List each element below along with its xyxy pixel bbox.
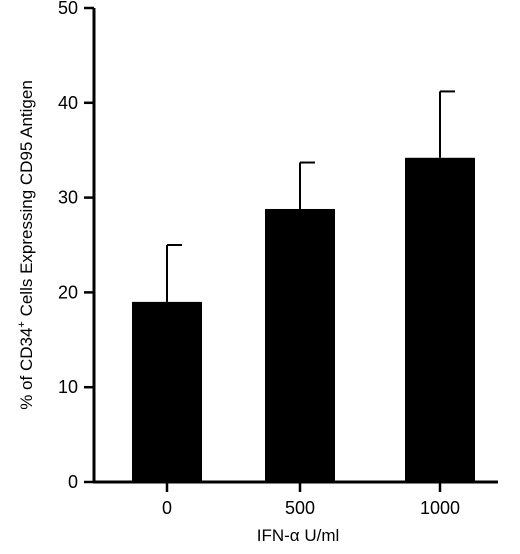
svg-text:% of CD34+ Cells Expressing CD: % of CD34+ Cells Expressing CD95 Antigen <box>16 80 36 410</box>
bar <box>265 208 335 482</box>
y-tick-label: 40 <box>58 93 78 113</box>
y-tick-label: 0 <box>68 472 78 492</box>
y-tick-label: 50 <box>58 0 78 18</box>
x-tick-label: 500 <box>285 498 315 518</box>
x-tick-label: 1000 <box>420 498 460 518</box>
x-tick-label: 0 <box>162 498 172 518</box>
x-axis-title: IFN-α U/ml <box>257 526 340 545</box>
y-tick-label: 30 <box>58 188 78 208</box>
bar <box>132 301 202 482</box>
y-tick-label: 10 <box>58 377 78 397</box>
y-tick-label: 20 <box>58 282 78 302</box>
bar <box>405 157 475 482</box>
y-axis-title: % of CD34+ Cells Expressing CD95 Antigen <box>16 80 36 410</box>
